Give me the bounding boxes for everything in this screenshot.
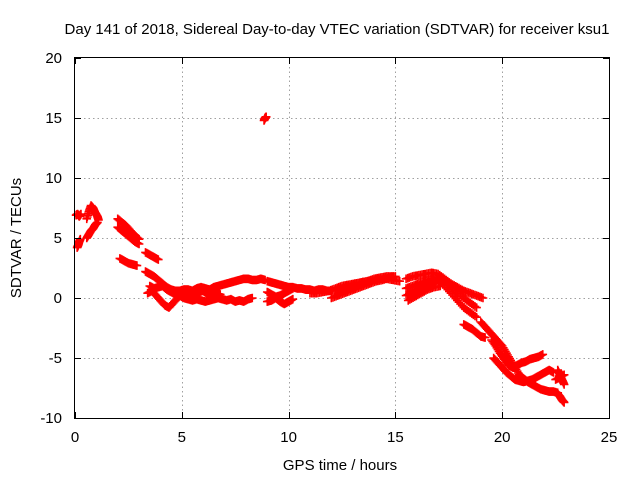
series-t8a [459,320,490,342]
x-axis-label: GPS time / hours [283,457,397,474]
grid-lines [75,58,609,418]
data-point-marker [134,239,144,249]
series-t6c [331,272,398,296]
y-tick-label: -5 [49,350,62,367]
data-point-marker [94,215,103,225]
series-t1b [82,201,103,225]
data-point-marker [559,398,569,407]
data-point-marker [288,284,298,293]
series-t2a [113,214,144,244]
x-tick-label: 5 [178,429,186,446]
y-tick-label: 10 [45,170,62,187]
y-tick-label: 15 [45,110,62,127]
data-point-marker [154,255,163,264]
x-tick-label: 25 [601,429,618,446]
x-tick-labels: 0 5 10 15 20 25 [71,429,618,446]
x-tick-label: 0 [71,429,79,446]
data-point-marker [559,380,569,389]
y-tick-label: -10 [40,410,62,427]
data-point-marker [472,312,481,322]
data-point-marker [559,370,569,380]
data-point-marker [478,293,488,303]
x-tick-label: 20 [494,429,511,446]
data-point-marker [395,276,404,286]
data-point-marker [261,112,271,122]
series-t3a [141,248,163,264]
y-tick-labels: -10 -5 0 5 10 15 20 [40,50,62,427]
data-point-marker [435,281,445,291]
chart-title: Day 141 of 2018, Sidereal Day-to-day VTE… [65,21,610,38]
data-points [71,112,569,407]
data-point-marker [538,350,548,359]
data-point-marker [288,294,298,304]
data-point-marker [132,261,142,270]
x-tick-label: 15 [387,429,404,446]
series-t1a [82,218,102,243]
series-t9b [553,389,569,407]
series-t5c [262,293,298,309]
series-t0a [72,234,85,252]
series-t7c [401,275,481,322]
series-t3d [145,281,257,306]
data-point-marker [247,293,257,303]
data-point-marker [76,209,86,219]
y-axis-label: SDTVAR / TECUs [8,178,25,298]
data-point-marker [388,272,398,281]
axis-ticks [75,58,610,419]
series-t7d [403,281,445,305]
data-point-marker [472,303,481,312]
series-t0b [71,209,86,221]
series-t2c [115,254,142,270]
y-tick-label: 5 [54,230,62,247]
data-point-marker [480,333,490,342]
series-t4a [259,112,271,125]
series-t8c [487,335,548,372]
data-point-marker [76,234,85,244]
y-tick-label: 20 [45,50,62,67]
series-t9c [551,370,569,384]
series-t8d [489,353,558,387]
y-tick-label: 0 [54,290,62,307]
plot-frame [74,57,610,419]
series-t2b [113,222,144,249]
x-tick-label: 10 [280,429,297,446]
